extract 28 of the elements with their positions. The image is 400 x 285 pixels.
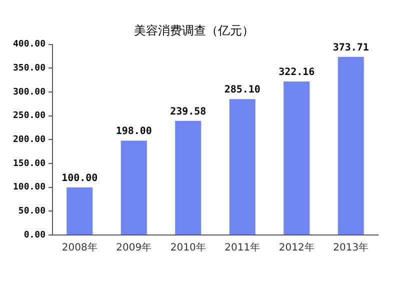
bar xyxy=(175,120,202,234)
data-label: 322.16 xyxy=(278,67,315,78)
x-tick-label: 2012年 xyxy=(278,242,314,254)
y-tick-label: 350.00 xyxy=(12,64,46,74)
bar xyxy=(66,187,93,234)
x-tick-label: 2011年 xyxy=(224,242,260,254)
data-label: 285.10 xyxy=(224,84,260,96)
y-tick-label: 200.00 xyxy=(12,135,46,146)
data-label: 373.71 xyxy=(332,42,369,54)
y-tick-label: 400.00 xyxy=(12,40,46,50)
data-label: 100.00 xyxy=(62,172,98,184)
bar xyxy=(120,140,147,234)
y-tick-label: 250.00 xyxy=(12,111,46,122)
y-tick-label: 100.00 xyxy=(12,182,46,193)
bar xyxy=(338,56,364,234)
x-tick-label: 2013年 xyxy=(333,242,369,254)
y-tick-label: 300.00 xyxy=(12,87,46,98)
x-tick-label: 2008年 xyxy=(62,242,98,254)
x-tick-label: 2009年 xyxy=(116,242,152,254)
y-tick-label: 50.00 xyxy=(18,206,46,217)
chart-title: 美容消费调查（亿元） xyxy=(134,23,254,38)
bar xyxy=(229,99,256,234)
data-label: 198.00 xyxy=(116,126,152,138)
bar xyxy=(284,81,310,234)
data-label: 239.58 xyxy=(170,106,206,118)
x-tick-label: 2010年 xyxy=(170,242,206,254)
y-tick-label: 150.00 xyxy=(12,158,46,169)
y-tick-label: 0.00 xyxy=(24,230,46,240)
